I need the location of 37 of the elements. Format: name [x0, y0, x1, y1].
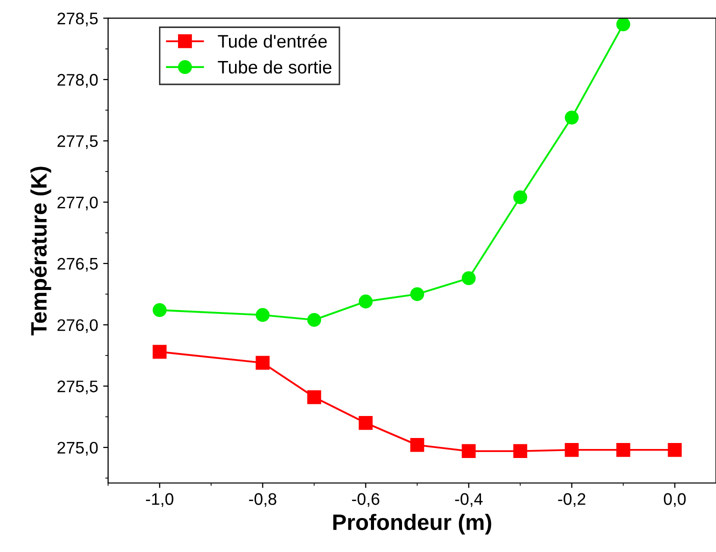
x-tick-label: 0,0 — [664, 493, 686, 507]
x-tick-label: -1,0 — [146, 493, 174, 507]
x-tick-label: -0,6 — [352, 493, 380, 507]
point — [358, 416, 373, 430]
legend-label: Tube de sortie — [218, 60, 332, 74]
x-axis-title: Profondeur (m) — [333, 514, 492, 535]
x-tick-label: -0,4 — [455, 493, 483, 507]
x-tick-label: -0,8 — [249, 493, 276, 507]
point — [513, 190, 528, 204]
y-tick-label: 277,5 — [58, 135, 98, 150]
y-tick-label: 278,0 — [58, 74, 98, 88]
point — [152, 303, 167, 318]
legend-label: Tude d'entrée — [218, 34, 327, 48]
x-tick-label: -0,2 — [558, 493, 586, 507]
point — [410, 438, 424, 452]
point — [410, 287, 424, 302]
y-tick-label: 278,5 — [58, 12, 98, 26]
point — [616, 442, 630, 457]
point — [307, 390, 322, 404]
point — [462, 271, 476, 286]
point — [307, 312, 322, 327]
y-tick-label: 275,5 — [58, 380, 98, 394]
y-tick-label: 276,0 — [58, 319, 98, 333]
point — [668, 442, 682, 457]
point — [152, 344, 167, 359]
y-axis-title: Température (K) — [30, 166, 52, 336]
point — [462, 444, 476, 458]
point — [513, 444, 528, 458]
y-tick-label: 277,0 — [58, 196, 98, 210]
point — [564, 110, 579, 124]
point — [616, 18, 630, 32]
y-tick-label: 276,5 — [58, 258, 98, 272]
point — [256, 356, 270, 370]
y-tick-label: 275,0 — [58, 442, 98, 456]
point — [564, 442, 579, 457]
point — [358, 294, 373, 308]
point — [256, 308, 270, 322]
